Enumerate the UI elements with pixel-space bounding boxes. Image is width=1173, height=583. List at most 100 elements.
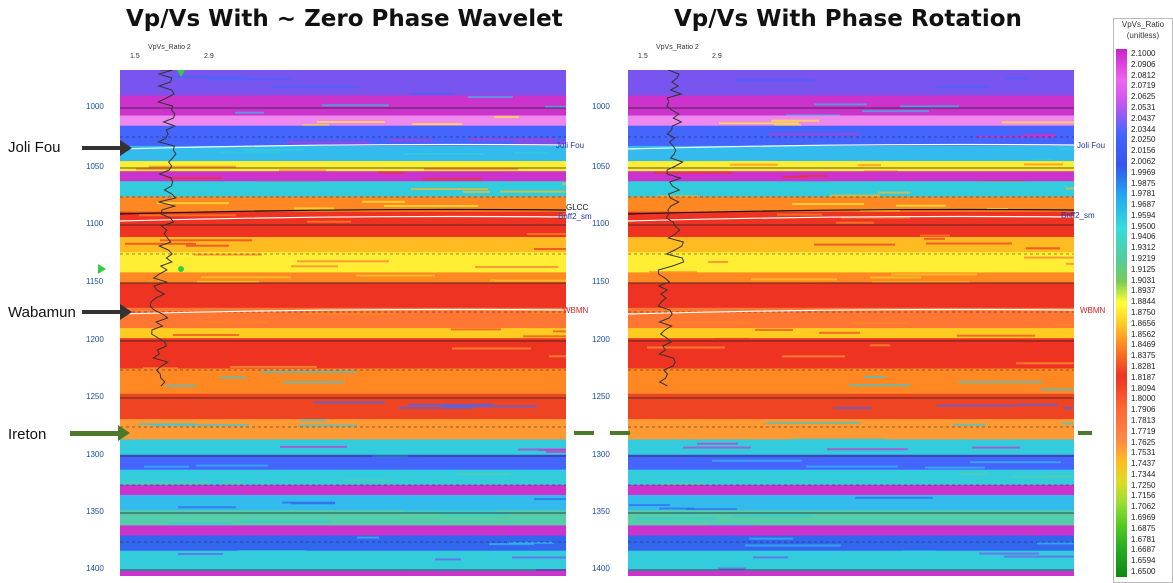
left-panel-title: Vp/Vs With ~ Zero Phase Wavelet <box>126 6 563 32</box>
seismic-texture <box>953 423 986 426</box>
colorbar-unit: (unitless) <box>1126 31 1160 40</box>
seismic-texture <box>774 124 801 127</box>
right-time-tick-1100: 1100 <box>592 219 610 228</box>
seismic-texture <box>490 279 566 282</box>
seismic-texture <box>712 459 802 462</box>
left-time-tick-1300: 1300 <box>86 450 104 459</box>
seismic-texture <box>1011 475 1072 478</box>
seismic-texture <box>186 244 229 247</box>
seismic-texture <box>125 242 196 245</box>
colorbar-value: 1.8094 <box>1131 383 1156 393</box>
seismic-band <box>120 454 566 471</box>
seismic-texture <box>138 423 195 426</box>
horizon-line <box>628 208 1074 215</box>
colorbar-value: 2.1000 <box>1131 49 1156 58</box>
colorbar-value: 1.9594 <box>1131 210 1156 220</box>
seismic-texture <box>169 522 231 525</box>
seismic-texture <box>468 138 556 141</box>
seismic-texture <box>742 533 764 536</box>
seismic-texture <box>1054 323 1074 326</box>
colorbar-value: 1.6875 <box>1131 523 1156 533</box>
left-time-tick-1400: 1400 <box>86 564 104 573</box>
seismic-texture <box>279 169 326 172</box>
seismic-band <box>120 145 566 163</box>
seismic-texture <box>317 121 385 123</box>
seismic-band <box>628 439 1074 456</box>
seismic-texture <box>636 517 717 520</box>
colorbar-value: 1.9969 <box>1131 167 1156 177</box>
seismic-texture <box>730 163 778 166</box>
colorbar-value: 1.8187 <box>1131 372 1156 382</box>
seismic-texture <box>1066 187 1074 190</box>
seismic-texture <box>442 405 537 408</box>
seismic-texture <box>972 446 1020 449</box>
seismic-texture <box>647 346 725 349</box>
colorbar-value: 2.0344 <box>1131 124 1156 134</box>
seismic-texture <box>1033 158 1053 161</box>
colorbar-value: 2.0812 <box>1131 70 1156 80</box>
seismic-texture <box>512 556 566 559</box>
seismic-texture <box>166 384 196 387</box>
seismic-texture <box>280 445 347 448</box>
log-track-max: 2.9 <box>712 53 722 60</box>
seismic-texture <box>1032 134 1055 137</box>
colorbar-value: 1.9687 <box>1131 200 1156 210</box>
seismic-texture <box>332 490 353 493</box>
seismic-texture <box>294 207 334 210</box>
colorbar-value: 1.9781 <box>1131 189 1156 199</box>
seismic-texture <box>197 280 259 283</box>
seismic-texture <box>244 149 304 151</box>
colorbar-value: 2.0531 <box>1131 102 1156 112</box>
seismic-texture <box>151 424 249 427</box>
seismic-texture <box>708 261 728 263</box>
seismic-texture <box>786 114 840 117</box>
seismic-band <box>628 161 1074 173</box>
seismic-texture <box>261 370 356 373</box>
colorbar-value: 2.0906 <box>1131 59 1156 69</box>
seismic-texture <box>755 328 793 331</box>
seismic-texture <box>539 449 566 451</box>
left-log-ruler: VpVs_Ratio 2 1.5 2.9 <box>120 44 566 74</box>
seismic-texture <box>562 182 566 185</box>
seismic-band <box>120 535 566 552</box>
seismic-texture <box>842 489 916 492</box>
arrow-ireton <box>70 425 130 441</box>
seismic-texture <box>144 465 189 468</box>
seismic-band <box>628 535 1074 552</box>
seismic-texture <box>878 191 910 194</box>
seismic-texture <box>199 321 267 324</box>
log-track-min: 1.5 <box>638 53 648 60</box>
seismic-texture <box>850 571 898 573</box>
seismic-texture <box>122 481 210 484</box>
colorbar-values: 2.1000 2.0906 2.0812 2.0719 2.0625 2.0531 2.04… <box>1129 49 1171 577</box>
seismic-texture <box>435 558 461 561</box>
colorbar-value: 1.7437 <box>1131 459 1156 469</box>
seismic-texture <box>664 482 706 485</box>
colorbar-value: 1.6500 <box>1131 567 1156 576</box>
seismic-texture <box>423 178 481 181</box>
colorbar-gradient <box>1116 49 1127 577</box>
seismic-texture <box>451 328 501 331</box>
seismic-band <box>628 272 1074 284</box>
seismic-texture <box>424 168 518 171</box>
seismic-texture <box>558 213 566 216</box>
seismic-texture <box>1023 529 1060 532</box>
seismic-texture <box>269 573 357 576</box>
seismic-band <box>120 125 566 147</box>
seismic-texture <box>872 281 969 284</box>
right-seismic-panel <box>628 70 1074 576</box>
seismic-texture <box>661 321 751 324</box>
seismic-texture <box>1063 407 1074 410</box>
seismic-texture <box>468 96 513 99</box>
well-log-trace <box>657 70 685 387</box>
horizon-line <box>120 308 566 315</box>
seismic-texture <box>553 330 566 333</box>
seismic-texture <box>870 344 890 347</box>
seismic-texture <box>262 491 283 494</box>
seismic-texture <box>219 151 280 154</box>
seismic-texture <box>357 536 379 539</box>
seismic-texture <box>549 355 566 358</box>
seismic-texture <box>736 79 814 82</box>
seismic-texture <box>707 524 753 526</box>
colorbar-value: 1.9875 <box>1131 178 1156 188</box>
